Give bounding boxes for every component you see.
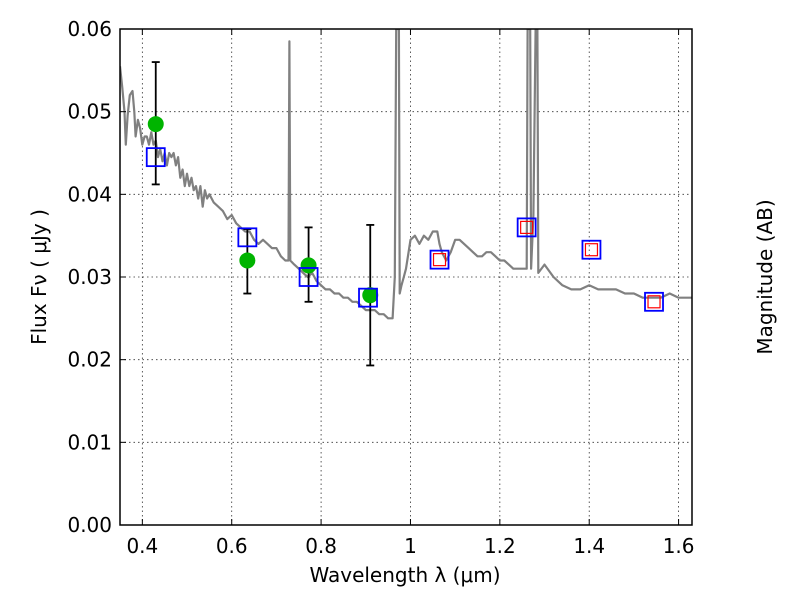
observed-flux-point: [300, 257, 317, 274]
template-spectrum-line: [120, 29, 692, 320]
model-flux-square: [358, 287, 378, 308]
plot-area: [120, 29, 692, 367]
model-flux-square: [516, 217, 537, 238]
model-flux-square: [298, 267, 319, 287]
model-flux-square: [429, 249, 450, 270]
x-tick-label: 0.4: [126, 534, 158, 558]
model-flux-square: [145, 147, 166, 168]
grid: [120, 28, 692, 526]
x-tick-label: 0.8: [305, 534, 337, 558]
x-tick-label: 1.4: [573, 534, 605, 558]
axes: 0.4 0.6 0.8 1 1.2 1.4 1.6 0.00 0.01 0.02 0.03 0.04 0…: [67, 17, 695, 558]
model-flux-square: [237, 227, 258, 248]
y-axis-label: Flux Fν ( μJy ): [27, 209, 51, 345]
observed-flux-point: [239, 252, 256, 269]
model-flux-square-inner: [520, 220, 534, 234]
model-flux-square: [581, 239, 602, 260]
model-flux-square-inner: [584, 243, 599, 257]
y-tick-label: 0.02: [67, 348, 112, 372]
right-axis-label: Magnitude (AB): [753, 199, 777, 354]
model-flux-square: [644, 291, 664, 312]
observed-flux-point: [362, 287, 379, 304]
observed-flux-point: [147, 116, 164, 133]
y-tick-label: 0.03: [67, 265, 112, 289]
model-flux-square-inner: [647, 295, 661, 309]
model-flux-square-inner: [432, 253, 447, 267]
y-tick-label: 0.01: [67, 430, 112, 454]
y-tick-label: 0.06: [67, 17, 112, 41]
x-axis-label: Wavelength λ (μm): [309, 563, 500, 587]
x-tick-label: 1: [404, 534, 417, 558]
x-tick-label: 1.6: [663, 534, 695, 558]
y-tick-label: 0.05: [67, 100, 112, 124]
y-tick-label: 0.04: [67, 182, 112, 206]
y-tick-label: 0.00: [67, 513, 112, 537]
x-tick-label: 1.2: [484, 534, 516, 558]
x-tick-label: 0.6: [216, 534, 248, 558]
